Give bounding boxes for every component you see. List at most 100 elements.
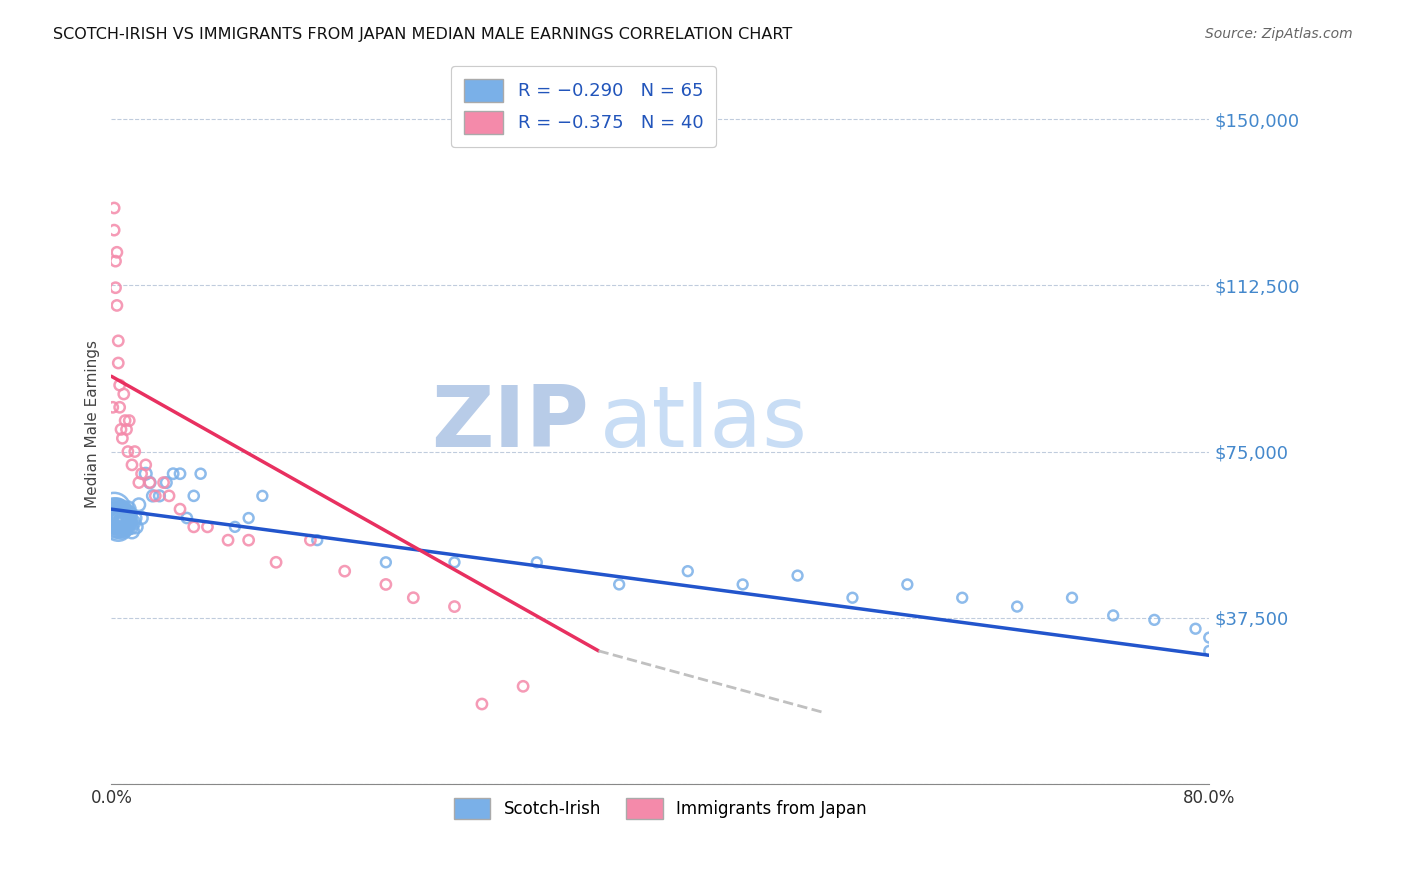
Point bbox=[157, 489, 180, 503]
Point bbox=[108, 511, 131, 525]
Point bbox=[176, 511, 198, 525]
Point bbox=[526, 555, 548, 569]
Point bbox=[471, 697, 494, 711]
Point bbox=[118, 516, 141, 530]
Point bbox=[1102, 608, 1125, 623]
Point bbox=[148, 489, 170, 503]
Point bbox=[108, 516, 131, 530]
Point bbox=[443, 599, 465, 614]
Point bbox=[121, 524, 143, 539]
Point bbox=[217, 533, 239, 548]
Point bbox=[115, 511, 138, 525]
Point bbox=[117, 502, 139, 516]
Point bbox=[122, 516, 145, 530]
Point bbox=[105, 516, 128, 530]
Point bbox=[110, 520, 132, 534]
Point bbox=[676, 564, 699, 578]
Point bbox=[139, 475, 162, 490]
Point bbox=[108, 401, 131, 415]
Point bbox=[104, 507, 127, 521]
Point bbox=[131, 511, 153, 525]
Point bbox=[107, 511, 129, 525]
Point bbox=[121, 458, 143, 472]
Point bbox=[183, 489, 205, 503]
Point bbox=[264, 555, 287, 569]
Point bbox=[125, 520, 148, 534]
Point bbox=[143, 489, 166, 503]
Point bbox=[841, 591, 863, 605]
Point bbox=[104, 511, 127, 525]
Point bbox=[103, 201, 125, 215]
Point bbox=[299, 533, 322, 548]
Point bbox=[169, 502, 191, 516]
Legend: Scotch-Irish, Immigrants from Japan: Scotch-Irish, Immigrants from Japan bbox=[447, 791, 873, 826]
Point bbox=[252, 489, 274, 503]
Point bbox=[104, 254, 127, 268]
Point bbox=[120, 520, 142, 534]
Point bbox=[124, 444, 146, 458]
Point bbox=[128, 475, 150, 490]
Point bbox=[112, 387, 135, 401]
Point bbox=[103, 223, 125, 237]
Point bbox=[103, 511, 125, 525]
Point bbox=[108, 507, 131, 521]
Y-axis label: Median Male Earnings: Median Male Earnings bbox=[86, 340, 100, 508]
Point bbox=[896, 577, 918, 591]
Point bbox=[183, 520, 205, 534]
Point bbox=[402, 591, 425, 605]
Point bbox=[512, 679, 534, 693]
Point bbox=[1005, 599, 1028, 614]
Point bbox=[124, 511, 146, 525]
Point bbox=[238, 511, 260, 525]
Point bbox=[190, 467, 212, 481]
Point bbox=[105, 245, 128, 260]
Point bbox=[1060, 591, 1083, 605]
Point bbox=[162, 467, 184, 481]
Point bbox=[110, 516, 132, 530]
Point bbox=[115, 520, 138, 534]
Point bbox=[112, 507, 135, 521]
Point bbox=[786, 568, 808, 582]
Point bbox=[118, 413, 141, 427]
Point bbox=[105, 298, 128, 312]
Point bbox=[224, 520, 246, 534]
Point bbox=[238, 533, 260, 548]
Point bbox=[101, 401, 124, 415]
Point bbox=[135, 467, 157, 481]
Point bbox=[333, 564, 356, 578]
Point bbox=[169, 467, 191, 481]
Point bbox=[114, 413, 136, 427]
Text: SCOTCH-IRISH VS IMMIGRANTS FROM JAPAN MEDIAN MALE EARNINGS CORRELATION CHART: SCOTCH-IRISH VS IMMIGRANTS FROM JAPAN ME… bbox=[53, 27, 793, 42]
Point bbox=[131, 467, 153, 481]
Point bbox=[108, 378, 131, 392]
Point bbox=[307, 533, 329, 548]
Point bbox=[103, 502, 125, 516]
Point bbox=[139, 475, 162, 490]
Point bbox=[104, 281, 127, 295]
Point bbox=[111, 520, 134, 534]
Point bbox=[128, 498, 150, 512]
Point bbox=[1198, 644, 1220, 658]
Point bbox=[107, 507, 129, 521]
Point bbox=[115, 422, 138, 436]
Point bbox=[443, 555, 465, 569]
Point bbox=[197, 520, 219, 534]
Text: Source: ZipAtlas.com: Source: ZipAtlas.com bbox=[1205, 27, 1353, 41]
Point bbox=[731, 577, 754, 591]
Point bbox=[114, 511, 136, 525]
Point bbox=[142, 489, 165, 503]
Point bbox=[1184, 622, 1206, 636]
Point bbox=[111, 431, 134, 445]
Point bbox=[110, 507, 132, 521]
Point bbox=[105, 511, 128, 525]
Point bbox=[117, 444, 139, 458]
Text: atlas: atlas bbox=[600, 383, 808, 466]
Point bbox=[607, 577, 630, 591]
Point bbox=[374, 577, 396, 591]
Point bbox=[950, 591, 973, 605]
Point bbox=[152, 475, 174, 490]
Point bbox=[110, 422, 132, 436]
Point bbox=[114, 516, 136, 530]
Point bbox=[135, 458, 157, 472]
Point bbox=[107, 334, 129, 348]
